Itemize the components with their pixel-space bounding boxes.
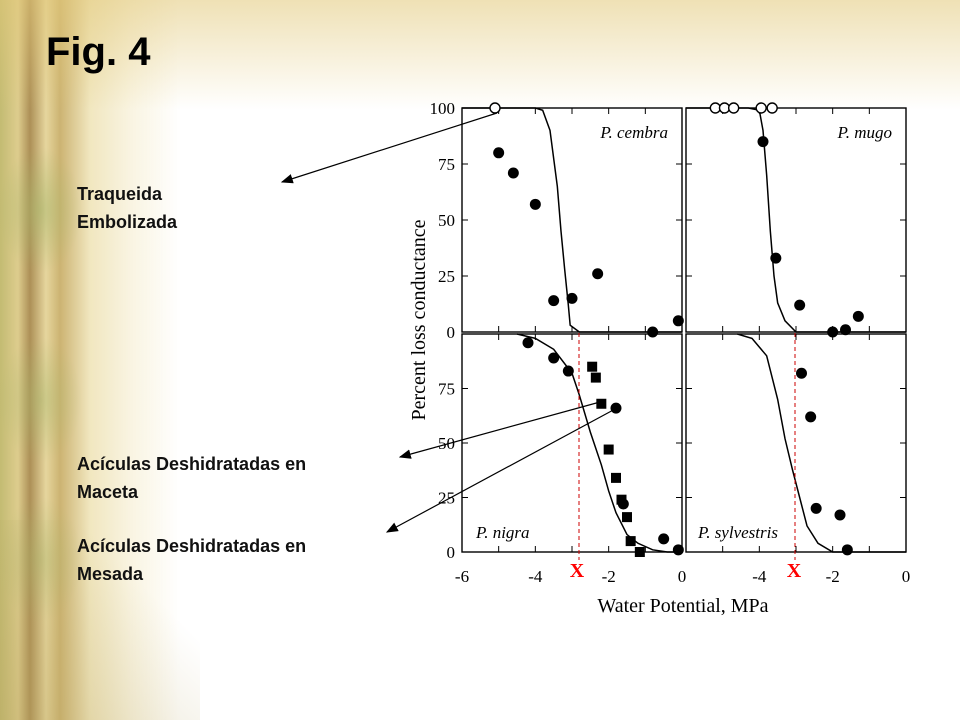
data-point <box>770 252 782 264</box>
data-point <box>766 102 778 114</box>
data-point <box>852 310 864 322</box>
data-point <box>755 102 767 114</box>
data-point <box>590 372 601 383</box>
x-tick-label: 0 <box>678 567 687 586</box>
threshold-marker: X <box>787 560 802 582</box>
x-tick-label: 0 <box>902 567 911 586</box>
data-point <box>603 444 614 455</box>
data-point <box>672 544 684 556</box>
annotation-maceta-line2: Maceta <box>77 482 139 502</box>
data-point <box>625 536 636 547</box>
data-point <box>616 494 627 505</box>
annotation-mesada-line2: Mesada <box>77 564 144 584</box>
data-point <box>596 398 607 409</box>
x-tick-label: -2 <box>826 567 840 586</box>
data-point <box>727 102 740 114</box>
panel-title: P. nigra <box>475 523 530 542</box>
data-point <box>805 411 817 423</box>
data-point <box>493 147 505 159</box>
annotation-traqueida-line1: Traqueida <box>77 184 163 204</box>
data-point <box>529 198 541 210</box>
panel-frame <box>461 333 683 553</box>
data-point <box>757 136 769 148</box>
data-point <box>672 315 684 327</box>
annotation-mesada-line1: Acículas Deshidratadas en <box>77 536 307 556</box>
fit-curve <box>737 333 906 553</box>
y-axis-label: Percent loss conductance <box>408 219 430 420</box>
arrow-traqueida <box>280 112 498 184</box>
data-point <box>827 326 839 338</box>
x-tick-label: -2 <box>602 567 616 586</box>
annotation-traqueida-line2: Embolizada <box>77 212 178 232</box>
annotation-maceta: Acículas Deshidratadas en Maceta <box>77 450 306 506</box>
data-point <box>634 547 645 557</box>
data-point <box>522 337 534 349</box>
fit-curve <box>462 107 682 333</box>
fit-curve <box>516 333 682 553</box>
y-tick-label: 50 <box>438 211 455 230</box>
panel-title: P. sylvestris <box>697 523 778 542</box>
annotation-mesada: Acículas Deshidratadas en Mesada <box>77 532 306 588</box>
panel-frame <box>685 333 907 553</box>
x-tick-label: -6 <box>455 567 469 586</box>
data-point <box>489 102 501 114</box>
y-tick-label: 0 <box>447 543 456 562</box>
data-point <box>611 472 621 483</box>
data-point <box>840 324 851 336</box>
x-tick-label: -4 <box>528 567 543 586</box>
data-point <box>810 502 822 514</box>
data-point <box>587 361 598 372</box>
data-point <box>548 295 560 307</box>
threshold-marker: X <box>570 560 585 582</box>
data-point <box>658 533 670 545</box>
data-point <box>834 509 846 521</box>
decorative-background-top <box>0 0 960 110</box>
decorative-background-bottom <box>0 520 200 720</box>
annotation-traqueida: Traqueida Embolizada <box>77 180 177 236</box>
data-point <box>562 365 574 377</box>
y-tick-label: 50 <box>438 434 455 453</box>
decorative-background-strip <box>0 0 180 720</box>
y-tick-label: 75 <box>438 155 455 174</box>
data-point <box>592 268 604 280</box>
panel-title: P. cembra <box>599 123 668 142</box>
data-point <box>548 352 560 364</box>
data-point <box>566 292 578 304</box>
figure-title: Fig. 4 <box>46 30 151 74</box>
data-point <box>507 167 519 179</box>
y-tick-label: 75 <box>438 380 455 399</box>
panel-title: P. mugo <box>837 123 892 142</box>
arrow-maceta <box>398 401 601 459</box>
y-tick-label: 25 <box>438 267 455 286</box>
data-point <box>794 299 806 311</box>
arrow-mesada <box>385 407 618 533</box>
data-point <box>796 367 807 379</box>
x-tick-label: -4 <box>752 567 767 586</box>
data-point <box>647 326 659 338</box>
annotation-maceta-line1: Acículas Deshidratadas en <box>77 454 307 474</box>
y-tick-label: 100 <box>430 99 456 118</box>
y-tick-label: 25 <box>438 489 455 508</box>
data-point <box>622 512 632 523</box>
x-axis-label: Water Potential, MPa <box>597 595 768 617</box>
data-point <box>841 544 853 556</box>
y-tick-label: 0 <box>447 323 456 342</box>
